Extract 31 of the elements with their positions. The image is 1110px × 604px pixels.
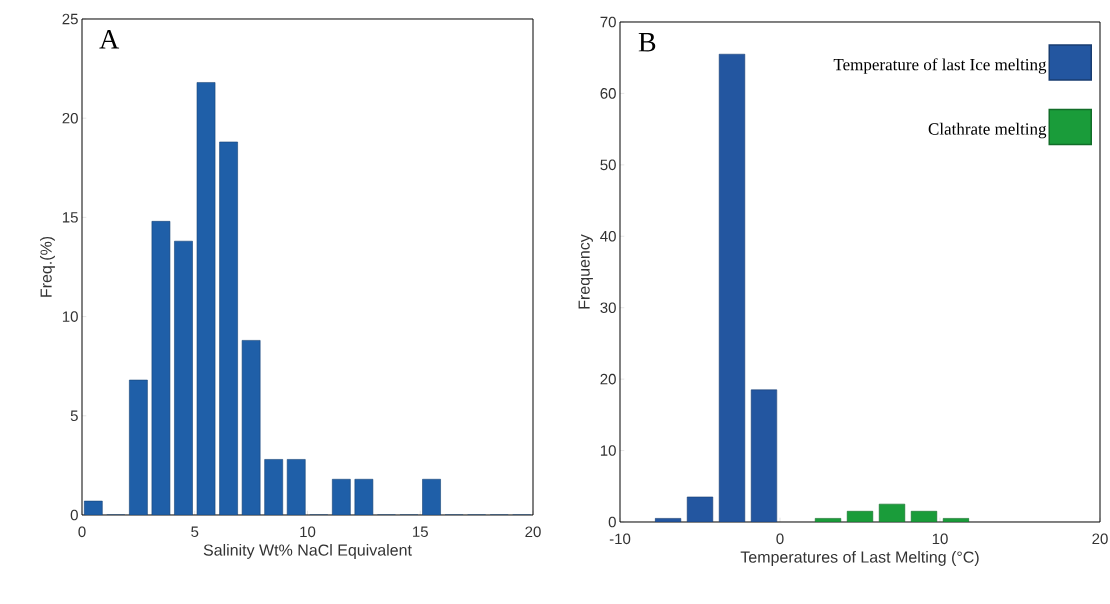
y-tick-label: 10 bbox=[62, 311, 78, 322]
legend-label: Temperature of last Ice melting bbox=[833, 58, 1047, 74]
x-tick-label: 20 bbox=[1092, 533, 1108, 545]
x-axis-title: Temperatures of Last Melting (°C) bbox=[740, 551, 979, 566]
y-axis-title: Frequency bbox=[578, 234, 593, 309]
x-tick-label: 0 bbox=[78, 526, 86, 538]
x-tick-label: 5 bbox=[191, 526, 199, 537]
x-tick-label: 10 bbox=[932, 533, 948, 545]
y-tick-label: 5 bbox=[70, 410, 78, 422]
x-axis-title: Salinity Wt% NaCl Equivalent bbox=[203, 544, 412, 559]
x-tick-label: -10 bbox=[609, 533, 631, 545]
x-tick-label: 20 bbox=[525, 526, 541, 538]
y-tick-label: 50 bbox=[600, 159, 616, 171]
y-tick-label: 70 bbox=[600, 16, 616, 28]
x-tick-label: 15 bbox=[413, 526, 428, 537]
y-axis-title: Freq.(%) bbox=[40, 236, 55, 297]
y-tick-label: 40 bbox=[600, 230, 616, 242]
y-tick-label: 30 bbox=[600, 302, 616, 314]
legend-label: Clathrate melting bbox=[928, 122, 1047, 139]
x-tick-label: 10 bbox=[300, 526, 316, 538]
x-tick-label: 0 bbox=[776, 533, 784, 545]
y-tick-label: 15 bbox=[62, 212, 78, 223]
chart-title: B bbox=[638, 33, 656, 52]
y-tick-label: 20 bbox=[62, 112, 78, 124]
y-tick-label: 0 bbox=[70, 509, 78, 521]
y-tick-label: 25 bbox=[62, 13, 78, 25]
chart-title: A bbox=[99, 29, 120, 49]
y-tick-label: 20 bbox=[600, 373, 616, 385]
y-tick-label: 0 bbox=[608, 516, 616, 528]
y-tick-label: 60 bbox=[600, 88, 616, 99]
y-tick-label: 10 bbox=[600, 445, 616, 456]
